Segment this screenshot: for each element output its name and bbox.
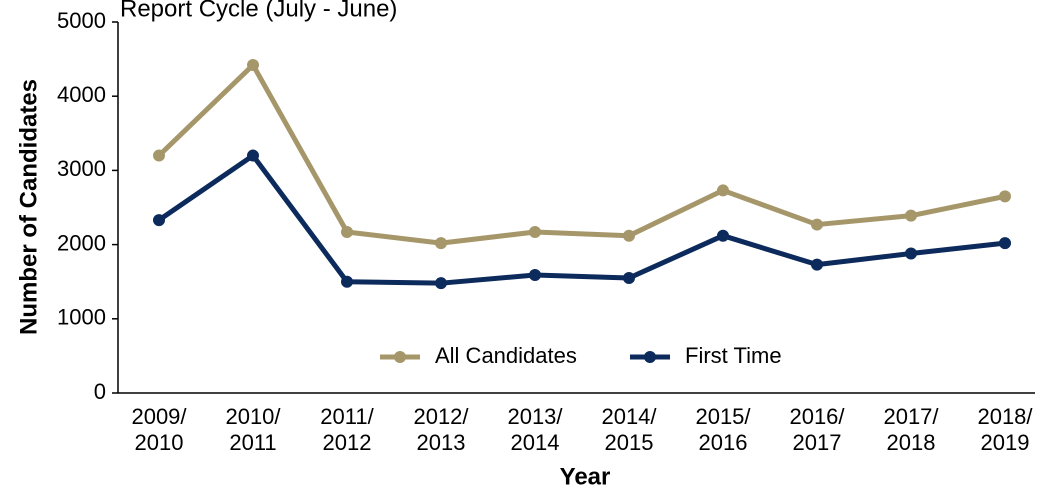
point <box>623 229 635 242</box>
point <box>341 275 353 288</box>
point <box>153 214 165 227</box>
point <box>341 225 353 238</box>
point <box>435 237 447 250</box>
legend-label: All Candidates <box>435 343 577 368</box>
y-tick-label: 4000 <box>57 82 106 107</box>
legend-marker <box>394 351 406 363</box>
series-line <box>157 62 1006 246</box>
y-tick-label: 2000 <box>57 230 106 255</box>
x-tick-label: 2009/ 2010 <box>131 404 187 455</box>
y-tick-label: 1000 <box>57 305 106 330</box>
point <box>153 149 165 162</box>
chart-title: Report Cycle (July - June) <box>120 0 397 22</box>
x-tick-label: 2010/ 2011 <box>225 404 281 455</box>
point <box>529 269 541 282</box>
point <box>811 218 823 231</box>
y-axis-title: Number of Candidates <box>15 79 42 335</box>
legend-marker <box>644 351 656 363</box>
point <box>905 209 917 222</box>
y-tick-label: 0 <box>94 379 106 404</box>
x-tick-label: 2014/ 2015 <box>601 404 657 455</box>
point <box>811 258 823 271</box>
point <box>435 277 447 290</box>
point <box>999 190 1011 203</box>
point <box>247 149 259 162</box>
x-axis-title: Year <box>560 463 611 490</box>
y-tick-label: 5000 <box>57 8 106 33</box>
point <box>247 59 259 72</box>
point <box>529 225 541 238</box>
point <box>623 271 635 284</box>
y-tick-label: 3000 <box>57 156 106 181</box>
x-tick-label: 2011/ 2012 <box>320 404 374 455</box>
point <box>717 229 729 242</box>
legend-label: First Time <box>685 343 782 368</box>
point <box>717 184 729 197</box>
series-line <box>157 153 1006 286</box>
x-tick-label: 2018/ 2019 <box>977 404 1033 455</box>
x-tick-label: 2015/ 2016 <box>695 404 751 455</box>
point <box>905 247 917 260</box>
x-tick-label: 2017/ 2018 <box>883 404 939 455</box>
point <box>999 237 1011 250</box>
x-tick-label: 2016/ 2017 <box>789 404 845 455</box>
x-tick-label: 2013/ 2014 <box>507 404 563 455</box>
x-tick-label: 2012/ 2013 <box>413 404 469 455</box>
